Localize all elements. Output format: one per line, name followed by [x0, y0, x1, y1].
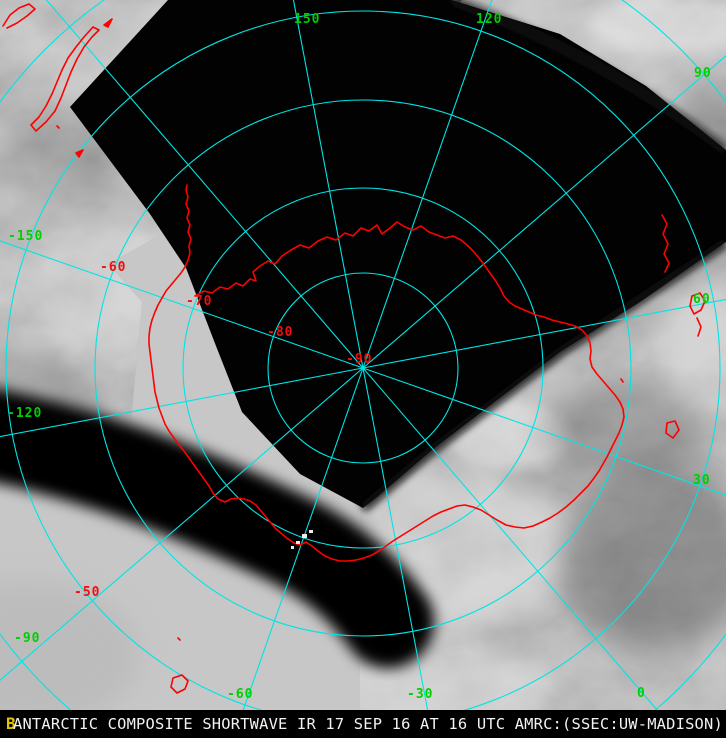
fan-soft-edge-top	[450, 0, 726, 153]
station-marker-glyph: B	[6, 714, 16, 733]
coastline-layer	[2, 3, 706, 694]
terminator-swath	[0, 389, 434, 668]
meridian-line	[362, 367, 726, 496]
new-zealand-coastline	[30, 26, 100, 132]
meridian-line	[45, 0, 364, 369]
latitude-circle	[5, 10, 721, 710]
island-right	[665, 420, 680, 439]
meridian-line	[362, 367, 658, 710]
island-dot-2	[620, 378, 624, 383]
graticule-layer	[0, 0, 726, 710]
latitude-circle	[94, 99, 632, 637]
meridian-line	[362, 367, 429, 710]
island-dot-1	[177, 637, 181, 641]
coast-fragment-right-3	[696, 317, 702, 337]
station-marks	[291, 530, 313, 549]
caption-bar: B ANTARCTIC COMPOSITE SHORTWAVE IR 17 SE…	[0, 710, 726, 738]
meridian-line	[292, 0, 364, 369]
island-dot-3	[56, 125, 60, 129]
meridian-line	[0, 240, 364, 369]
latitude-circle	[267, 272, 459, 464]
red-mark-2	[75, 149, 84, 158]
nz-north-fragment	[2, 3, 36, 29]
meridian-line	[362, 298, 726, 369]
meridian-line	[362, 55, 726, 369]
meridian-line	[0, 367, 364, 438]
antarctic-composite-map	[0, 0, 726, 710]
meridian-line	[0, 367, 364, 681]
meridian-line	[362, 0, 493, 369]
caption-text: ANTARCTIC COMPOSITE SHORTWAVE IR 17 SEP …	[13, 715, 723, 733]
latitude-circle	[182, 187, 544, 549]
island-bottom	[170, 674, 189, 694]
meridian-line	[242, 367, 364, 710]
no-data-black-fan	[70, 0, 726, 508]
red-mark-1	[103, 18, 113, 28]
coast-fragment-right-2	[689, 292, 706, 315]
corner-mottle	[0, 580, 140, 710]
antarctica-coastline	[148, 184, 625, 562]
terminator-soft-edge	[360, 238, 726, 512]
coast-fragment-right-1	[661, 214, 670, 273]
